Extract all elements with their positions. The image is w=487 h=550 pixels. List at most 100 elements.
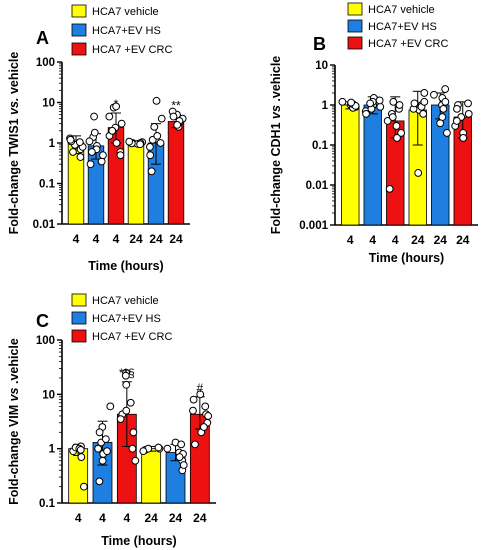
data-point [201,402,210,411]
data-point [397,129,406,137]
y-tick-label: 0.1 [312,140,329,152]
x-axis-label: Time (hours) [101,534,176,548]
y-axis-label: Fold-change VIM vs .vehicle [7,338,21,505]
x-tick-label: 4 [113,232,120,246]
data-point [169,112,178,121]
data-point [395,101,404,109]
data-point [76,445,85,454]
x-tick-label: 4 [369,233,376,247]
data-point [163,444,172,453]
data-point [122,406,131,415]
legend-label-vehicle: HCA7 vehicle [92,6,159,18]
data-point [385,184,394,193]
data-point [108,126,117,135]
data-point [126,398,135,407]
data-point [154,443,163,452]
data-point [128,444,137,453]
data-point [129,428,138,437]
data-point [69,148,77,156]
y-tick-label: 100 [36,57,55,69]
data-point [85,137,94,146]
data-point [90,128,99,137]
y-tick-label: 0.001 [299,220,328,232]
legend-swatch-ev-hs [347,19,363,33]
y-tick-label: 0.1 [39,179,56,191]
significance-label: # [196,381,203,395]
data-point [112,139,121,147]
x-tick-label: 24 [149,232,163,246]
legend-label-ev-crc: HCA7 +EV CRC [92,331,172,343]
data-point [146,151,155,160]
data-point [66,135,75,144]
data-point [441,85,450,93]
data-point [464,99,472,108]
x-tick-label: 24 [411,233,425,247]
y-tick-label: 0.01 [306,180,329,192]
legend-swatch-ev-hs [71,23,87,37]
y-tick-label: 1 [322,100,329,112]
data-point [443,129,451,137]
y-tick-label: 10 [42,98,55,110]
data-point [106,402,115,411]
x-tick-label: 4 [123,511,130,525]
data-point [375,96,384,105]
data-point [383,117,392,125]
x-tick-label: 4 [93,232,100,246]
y-tick-label: 0.01 [33,219,56,231]
data-point [388,113,397,121]
data-point [347,98,355,107]
legend-swatch-vehicle [347,2,363,16]
panel-b: B HCA7 vehicle HCA7+EV HS HCA7 +EV CRC 0… [269,2,478,265]
x-tick-label: 24 [434,233,448,247]
legend-label-vehicle: HCA7 vehicle [92,295,159,307]
data-point [157,114,166,123]
y-tick-label: 10 [42,389,55,401]
legend-swatch-ev-crc [347,36,363,50]
x-tick-label: 24 [169,511,183,525]
x-tick-label: 4 [99,511,106,525]
data-point [439,104,448,113]
data-point [189,395,198,404]
x-axis-label: Time (hours) [88,259,163,273]
data-point [94,444,103,453]
bar [141,448,162,504]
data-point [136,140,144,149]
x-tick-label: 4 [392,233,399,247]
data-point [147,167,156,176]
data-point [338,97,347,106]
data-point [464,109,473,118]
data-point [441,97,450,106]
legend-swatch-ev-crc [71,42,87,56]
data-point [436,119,445,128]
data-point [76,153,85,161]
legend-label-ev-hs: HCA7+EV HS [92,313,161,325]
x-tick-label: 24 [193,511,207,525]
legend-label-ev-hs: HCA7+EV HS [368,21,437,33]
data-point [173,120,182,129]
data-point [196,390,205,399]
data-point [122,380,131,389]
data-point [414,169,423,177]
y-tick-label: 0.1 [39,498,56,510]
panel-c-letter: C [36,311,49,331]
legend-swatch-vehicle [71,293,87,307]
data-point [420,89,429,97]
data-point [152,96,161,105]
data-point [177,440,186,449]
data-point [116,151,125,160]
significance-label: * [114,97,119,111]
data-point [376,102,385,111]
legend-swatch-ev-hs [71,311,87,325]
x-axis-label: Time (hours) [369,251,444,265]
data-point [153,131,162,140]
data-point [87,148,96,156]
data-point [117,119,126,128]
legend-label-ev-crc: HCA7 +EV CRC [92,44,172,56]
data-point [116,415,125,424]
bar [363,104,382,226]
data-point [393,134,401,142]
x-tick-label: 24 [144,511,158,525]
x-tick-label: 24 [169,232,183,246]
data-point [389,97,398,106]
